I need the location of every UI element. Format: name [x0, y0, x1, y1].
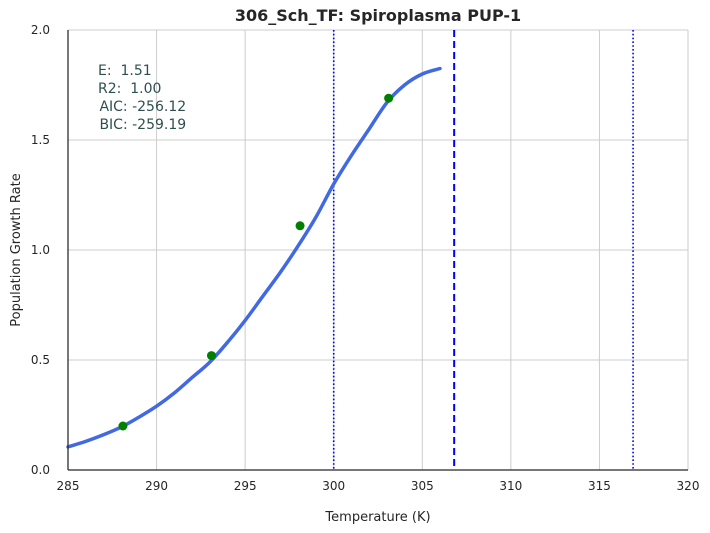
fit-statistics: E: 1.51 R2: 1.00 AIC: -256.12 BIC: -259.…: [95, 63, 186, 133]
annotation-e: E: 1.51: [98, 63, 152, 79]
x-axis-label: Temperature (K): [324, 510, 430, 525]
vertical-lines: [332, 30, 634, 470]
x-tick-label: 305: [411, 479, 434, 493]
data-points: [118, 93, 394, 431]
data-point-3: [384, 93, 394, 103]
y-tick-label: 1.5: [31, 133, 50, 147]
x-tick-label: 290: [145, 479, 168, 493]
data-point-1: [206, 351, 216, 361]
x-tick-label: 310: [499, 479, 522, 493]
x-tick-label: 285: [57, 479, 80, 493]
fit-curve-layer: [66, 66, 442, 449]
x-tick-label: 300: [322, 479, 345, 493]
y-tick-label: 0.0: [31, 463, 50, 477]
x-tick-label: 320: [677, 479, 700, 493]
x-tick-label: 315: [588, 479, 611, 493]
annotation-r2: R2: 1.00: [98, 81, 161, 97]
y-axis-label: Population Growth Rate: [9, 173, 24, 326]
y-tick-label: 2.0: [31, 23, 50, 37]
annotation-aic: AIC: -256.12: [95, 99, 186, 115]
tick-labels: 285 290 295 300 305 310 315 320 0.0 0.5 1.0 1.5 2.0: [31, 23, 700, 493]
fit-curve: [66, 66, 442, 449]
data-point-2: [295, 221, 305, 231]
y-tick-label: 1.0: [31, 243, 50, 257]
axes: [67, 30, 688, 471]
data-point-0: [118, 421, 128, 431]
chart-title: 306_Sch_TF: Spiroplasma PUP-1: [235, 6, 521, 25]
y-tick-label: 0.5: [31, 353, 50, 367]
annotation-bic: BIC: -259.19: [95, 117, 186, 133]
x-tick-label: 295: [234, 479, 257, 493]
